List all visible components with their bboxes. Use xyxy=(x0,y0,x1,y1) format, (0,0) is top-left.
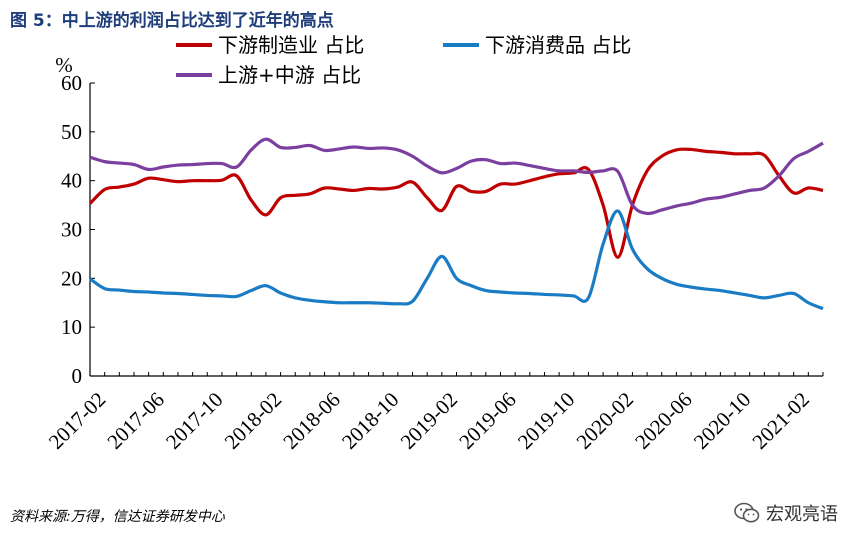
x-tick-label: 2017-06 xyxy=(102,387,168,453)
series-line-1 xyxy=(89,209,824,311)
y-tick-label: 40 xyxy=(61,169,82,193)
y-tick-label: 10 xyxy=(61,315,82,339)
figure-title: 图 5：中上游的利润占比达到了近年的高点 xyxy=(10,11,334,31)
y-tick-label: 0 xyxy=(72,364,83,388)
x-tick-label: 2018-06 xyxy=(278,387,344,453)
x-tick-label: 2020-06 xyxy=(630,387,696,453)
x-tick-label: 2018-10 xyxy=(337,387,403,453)
series-line-0 xyxy=(88,147,824,259)
chart-axes: 0102030405060%2017-022017-062017-102018-… xyxy=(44,53,824,454)
legend-label-0: 下游制造业 占比 xyxy=(218,33,364,57)
y-tick-label: 20 xyxy=(61,266,82,290)
y-tick-label: 50 xyxy=(61,120,82,144)
x-tick-label: 2018-02 xyxy=(220,387,286,453)
watermark-text: 宏观亮语 xyxy=(766,504,838,525)
chart-series xyxy=(88,137,824,311)
wechat-icon xyxy=(734,502,760,523)
y-tick-label: 60 xyxy=(61,71,82,95)
watermark: 宏观亮语 xyxy=(734,500,838,526)
x-tick-label: 2020-02 xyxy=(572,387,638,453)
x-tick-label: 2017-02 xyxy=(44,387,110,453)
x-tick-label: 2019-10 xyxy=(513,387,579,453)
legend-label-2: 上游+中游 占比 xyxy=(218,63,361,87)
y-axis-unit: % xyxy=(55,53,73,77)
source-note: 资料来源:万得，信达证券研发中心 xyxy=(10,509,225,525)
legend-label-1: 下游消费品 占比 xyxy=(485,33,631,57)
y-tick-label: 30 xyxy=(61,218,82,242)
x-tick-label: 2019-06 xyxy=(454,387,520,453)
x-tick-label: 2021-02 xyxy=(747,387,813,453)
x-tick-label: 2017-10 xyxy=(161,387,227,453)
series-line-2 xyxy=(89,137,824,216)
x-tick-label: 2020-10 xyxy=(689,387,755,453)
x-tick-label: 2019-02 xyxy=(396,387,462,453)
